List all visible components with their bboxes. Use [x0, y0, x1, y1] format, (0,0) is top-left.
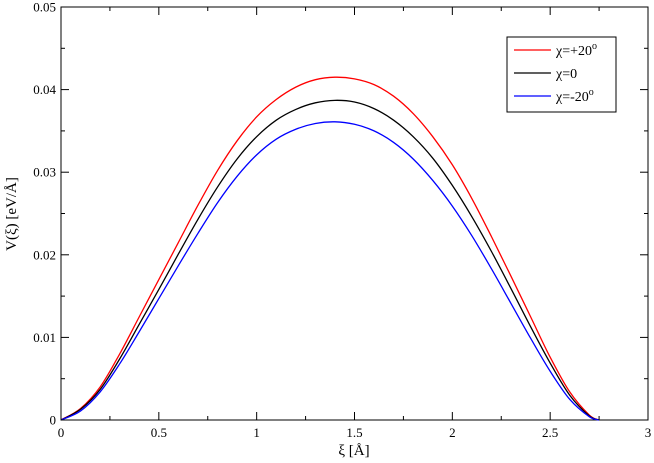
legend-label-0: χ=+20o	[555, 41, 597, 59]
legend-label-1: χ=0	[555, 67, 577, 82]
series-line-0	[60, 76, 600, 421]
x-tick-label: 2	[449, 425, 456, 440]
x-tick-label: 0.5	[151, 425, 167, 440]
legend-label-2: χ=-20o	[555, 87, 594, 105]
y-tick-label: 0.05	[33, 0, 56, 15]
legend: χ=+20o χ=0 χ=-20o	[506, 36, 617, 113]
series-line-1	[60, 99, 600, 421]
y-axis-label: V(ξ) [eV/Å]	[4, 177, 20, 251]
legend-box	[506, 36, 617, 113]
y-tick-label: 0.04	[33, 82, 56, 97]
ticks-layer	[60, 6, 649, 421]
tick-labels-layer: 0 0.5 1 1.5 2 2.5 3 0 0.01 0.02 0.03 0.04 0.05	[33, 0, 651, 440]
y-tick-label: 0	[50, 413, 57, 428]
series-line-2	[60, 121, 600, 421]
x-tick-label: 3	[645, 425, 652, 440]
y-tick-label: 0.02	[33, 247, 56, 262]
series-layer	[60, 76, 600, 421]
x-axis-label: ξ [Å]	[338, 443, 369, 459]
x-tick-label: 1.5	[346, 425, 362, 440]
y-tick-label: 0.01	[33, 330, 56, 345]
y-tick-label: 0.03	[33, 165, 56, 180]
x-tick-label: 2.5	[542, 425, 558, 440]
x-tick-label: 0	[58, 425, 65, 440]
x-tick-label: 1	[253, 425, 260, 440]
